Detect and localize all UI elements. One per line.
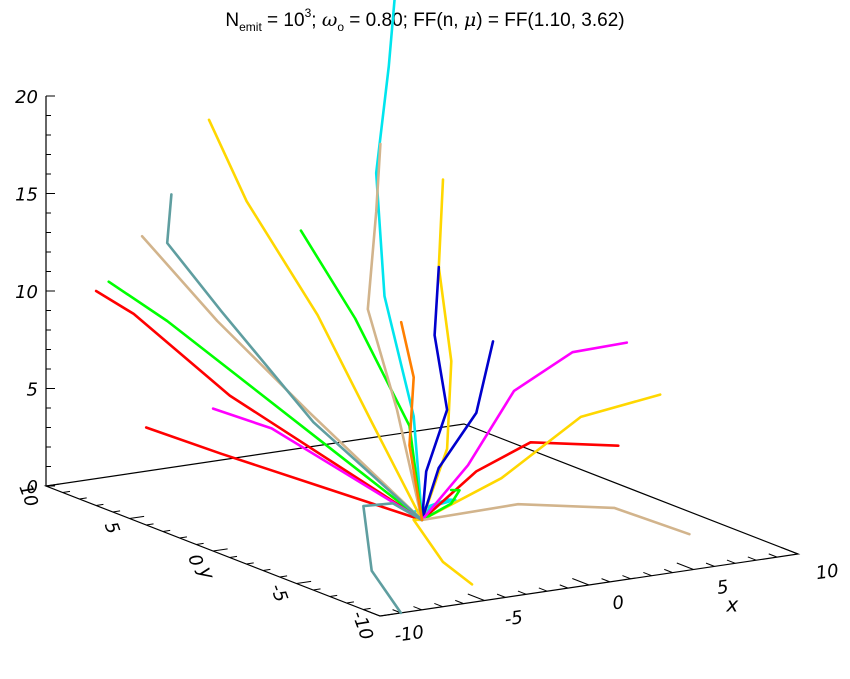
- z-tick-label: 15: [15, 185, 38, 206]
- x-tick-label: 0: [611, 592, 625, 614]
- z-tick-label: 0: [27, 477, 38, 498]
- y-minor-tick: [146, 523, 154, 526]
- y-minor-tick: [162, 529, 171, 532]
- y-major-tick: [296, 580, 312, 584]
- y-minor-tick: [179, 536, 187, 539]
- x-minor-tick: [705, 562, 715, 567]
- photon-path-10: [420, 340, 495, 522]
- x-minor-tick: [726, 559, 736, 564]
- y-minor-tick: [96, 503, 104, 506]
- photon-path-19: [362, 501, 424, 615]
- photon-path-12: [420, 488, 461, 522]
- photon-paths-group: [94, 0, 691, 615]
- x-axis-label: x: [725, 592, 738, 616]
- y-minor-tick: [329, 594, 338, 597]
- photon-path-11: [107, 280, 424, 522]
- x-tick-label: 10: [814, 560, 840, 584]
- photon-path-2: [94, 289, 424, 522]
- photon-path-13: [299, 229, 424, 522]
- y-major-tick: [212, 548, 228, 552]
- z-tick-label: 5: [27, 380, 38, 401]
- y-minor-tick: [363, 607, 371, 610]
- y-tick-label: -5: [266, 581, 292, 605]
- base-plane: [43, 423, 801, 617]
- x-minor-tick: [559, 584, 569, 589]
- x-tick-label: 5: [716, 577, 730, 599]
- photon-path-3: [144, 426, 424, 522]
- x-major-tick: [572, 578, 590, 586]
- photon-path-6: [420, 393, 662, 522]
- y-minor-tick: [246, 562, 254, 565]
- photon-path-7: [207, 118, 424, 522]
- x-tick-label: -10: [393, 622, 425, 647]
- y-minor-tick: [79, 497, 87, 500]
- x-minor-tick: [517, 590, 527, 595]
- x-minor-tick: [622, 575, 631, 580]
- photon-path-15: [211, 407, 424, 522]
- photon-path-8: [412, 518, 474, 586]
- photon-path-20: [165, 193, 424, 522]
- x-major-tick: [676, 562, 694, 570]
- photon-path-5: [420, 178, 453, 522]
- x-minor-tick: [413, 606, 422, 611]
- x-minor-tick: [434, 602, 443, 608]
- photon-path-4: [420, 440, 620, 522]
- photon-path-18: [140, 234, 424, 522]
- z-tick-label: 20: [15, 87, 38, 108]
- y-minor-tick: [62, 490, 71, 493]
- x-minor-tick: [496, 593, 506, 598]
- y-minor-tick: [229, 555, 238, 558]
- photon-path-9: [420, 265, 449, 522]
- x-minor-tick: [601, 578, 611, 583]
- y-minor-tick: [196, 542, 204, 545]
- photon-path-17: [420, 502, 691, 536]
- y-minor-tick: [263, 568, 271, 571]
- y-tick-label: 0: [183, 552, 207, 570]
- y-minor-tick: [313, 588, 321, 591]
- x-minor-tick: [455, 599, 464, 605]
- y-minor-tick: [112, 510, 121, 513]
- y-minor-tick: [346, 601, 354, 604]
- y-major-tick: [45, 483, 61, 487]
- photon-path-16: [366, 142, 424, 522]
- x-minor-tick: [747, 556, 757, 561]
- x-minor-tick: [768, 553, 778, 558]
- x-tick-label: -5: [503, 607, 524, 630]
- y-tick-label: 5: [100, 519, 124, 537]
- chart-title: Nemit = 103; ωo = 0.80; FF(n, μ) = FF(1.…: [225, 6, 625, 34]
- y-major-tick: [379, 613, 395, 617]
- photon-path-1: [374, 0, 424, 522]
- x-major-tick: [363, 609, 381, 617]
- z-tick-label: 10: [15, 282, 38, 303]
- photon-path-21: [399, 320, 424, 522]
- x-major-tick: [781, 547, 799, 555]
- y-minor-tick: [279, 575, 288, 578]
- x-minor-tick: [538, 587, 548, 592]
- y-major-tick: [129, 515, 145, 519]
- x-minor-tick: [664, 568, 673, 574]
- axes-group: [43, 95, 801, 617]
- x-major-tick: [467, 593, 485, 601]
- photon-path-14: [420, 341, 629, 522]
- x-minor-tick: [643, 571, 652, 577]
